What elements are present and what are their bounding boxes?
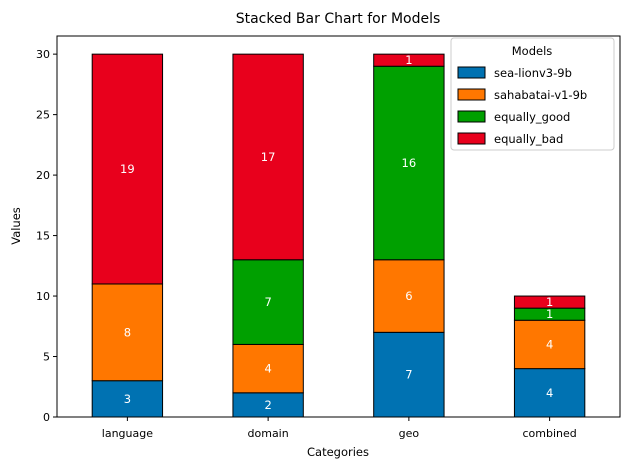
legend-swatch-equally_good — [457, 110, 486, 123]
legend: Models sea-lionv3-9b sahabatai-v1-9b equal… — [450, 37, 615, 151]
legend-swatch-sea-lionv3-9b — [457, 66, 486, 79]
bar-value-label: 3 — [124, 392, 131, 406]
bar-value-label: 16 — [402, 156, 417, 170]
x-axis: language domain geo combined — [102, 417, 577, 440]
bar-sahabatai-v1-9b-geo — [373, 259, 445, 333]
bar-value-label: 1 — [405, 53, 412, 67]
bar-value-label: 4 — [546, 337, 553, 351]
legend-label-sahabatai-v1-9b: sahabatai-v1-9b — [494, 88, 587, 102]
bar-equally_bad-combined — [513, 295, 586, 309]
y-tick-label: 0 — [43, 411, 50, 424]
bar-value-label: 1 — [546, 295, 553, 309]
bar-equally_good-geo — [373, 65, 445, 261]
bar-equally_bad-geo — [373, 53, 445, 67]
bar-sea-lionv3-9b-domain — [232, 392, 304, 418]
legend-label-equally_bad: equally_bad — [494, 132, 563, 146]
y-tick-label: 5 — [43, 351, 50, 364]
bar-value-label: 6 — [405, 289, 412, 303]
legend-box — [450, 37, 615, 151]
bar-sahabatai-v1-9b-combined — [513, 319, 586, 370]
bar-value-label: 2 — [264, 398, 271, 412]
bar-equally_bad-language — [91, 53, 164, 285]
bar-sea-lionv3-9b-language — [91, 380, 164, 418]
x-tick-label: language — [102, 427, 153, 440]
y-tick-label: 15 — [36, 230, 50, 243]
x-tick-label: geo — [399, 427, 420, 440]
bar-value-label: 4 — [264, 362, 271, 376]
legend-title: Models — [512, 44, 553, 58]
bar-value-label: 1 — [546, 307, 553, 321]
bar-equally_good-domain — [232, 259, 304, 345]
x-tick-label: combined — [522, 427, 576, 440]
y-axis-label: Values — [9, 207, 23, 245]
legend-swatch-sahabatai-v1-9b — [457, 88, 486, 101]
legend-label-sea-lionv3-9b: sea-lionv3-9b — [494, 66, 572, 80]
bar-value-label: 7 — [264, 295, 271, 309]
chart-title: Stacked Bar Chart for Models — [236, 11, 441, 27]
bar-value-label: 17 — [261, 150, 276, 164]
bar-sea-lionv3-9b-combined — [513, 368, 586, 418]
y-axis: 0 5 10 15 20 25 30 — [36, 48, 57, 424]
bar-value-label: 19 — [120, 162, 135, 176]
bar-value-label: 8 — [124, 325, 131, 339]
plot-frame — [56, 35, 621, 418]
bars-group — [91, 53, 586, 418]
x-tick-label: domain — [248, 427, 289, 440]
y-tick-label: 30 — [36, 48, 50, 61]
y-tick-label: 25 — [36, 109, 50, 122]
bar-value-label: 4 — [546, 386, 553, 400]
bar-value-label: 7 — [405, 368, 412, 382]
x-axis-label: Categories — [307, 445, 369, 459]
bar-sahabatai-v1-9b-language — [91, 283, 164, 382]
legend-swatch-equally_bad — [457, 132, 486, 145]
y-tick-label: 10 — [36, 290, 50, 303]
bar-equally_bad-domain — [232, 53, 304, 261]
legend-label-equally_good: equally_good — [494, 110, 570, 124]
y-tick-label: 20 — [36, 169, 50, 182]
bar-sahabatai-v1-9b-domain — [232, 343, 304, 394]
